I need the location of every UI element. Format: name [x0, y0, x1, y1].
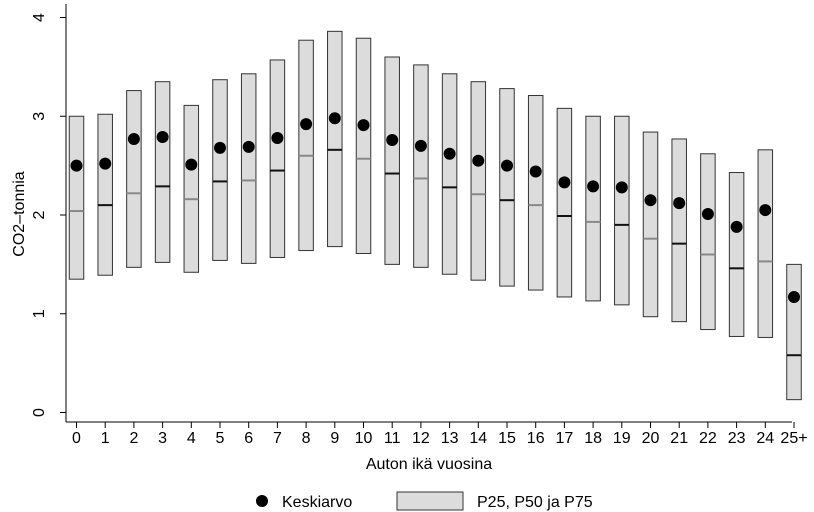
box-17 — [556, 107, 573, 298]
mean-point-21 — [673, 197, 686, 210]
x-tick-label-19: 19 — [613, 430, 631, 447]
x-tick-label-20: 20 — [642, 430, 660, 447]
mean-point-23 — [730, 220, 743, 233]
plot-area — [68, 30, 802, 401]
box-20 — [642, 131, 659, 318]
box-24 — [757, 149, 774, 338]
legend-box-label: P25, P50 ja P75 — [477, 494, 593, 511]
box-15 — [499, 88, 515, 287]
box-16 — [527, 95, 544, 291]
x-tick-label-8: 8 — [302, 430, 311, 447]
legend: Keskiarvo P25, P50 ja P75 — [256, 491, 593, 511]
box-25+ — [786, 263, 802, 401]
legend-mean-marker — [256, 495, 268, 507]
mean-point-4 — [185, 158, 198, 171]
x-tick-label-18: 18 — [584, 430, 602, 447]
mean-point-9 — [328, 112, 341, 125]
box-6 — [240, 73, 257, 264]
x-tick-label-9: 9 — [330, 430, 339, 447]
box-19 — [614, 115, 630, 306]
y-tick-label-4: 4 — [31, 13, 48, 22]
x-tick-label-2: 2 — [129, 430, 138, 447]
box-18 — [585, 115, 601, 302]
y-tick-label-3: 3 — [31, 112, 48, 121]
mean-point-18 — [587, 180, 600, 193]
y-axis: 0 1 2 3 4 — [31, 4, 67, 422]
mean-point-8 — [300, 118, 313, 131]
x-tick-label-0: 0 — [72, 430, 81, 447]
x-tick-label-16: 16 — [527, 430, 545, 447]
box-2 — [126, 90, 142, 268]
box-8 — [298, 39, 314, 252]
mean-point-22 — [701, 208, 714, 221]
y-tick-label-2: 2 — [31, 210, 48, 219]
mean-point-20 — [644, 194, 657, 207]
mean-point-1 — [99, 157, 112, 170]
mean-point-12 — [414, 139, 427, 152]
box-5 — [212, 79, 228, 261]
mean-point-11 — [386, 133, 399, 146]
x-axis: 0 1 2 3 4 5 6 7 8 9 10 11 12 13 14 15 16 17 18 19 20 21 22 23 24… — [66, 421, 808, 447]
x-tick-label-15: 15 — [498, 430, 516, 447]
box-13 — [441, 73, 458, 275]
x-tick-label-3: 3 — [158, 430, 167, 447]
mean-point-7 — [271, 131, 284, 144]
y-tick-label-0: 0 — [31, 408, 48, 417]
mean-point-13 — [443, 147, 456, 160]
mean-point-6 — [242, 140, 255, 153]
legend-mean-label: Keskiarvo — [282, 494, 352, 511]
x-tick-label-24: 24 — [756, 430, 774, 447]
mean-point-3 — [156, 130, 169, 143]
x-tick-label-23: 23 — [728, 430, 746, 447]
x-tick-label-1: 1 — [101, 430, 110, 447]
box-9 — [327, 30, 343, 248]
box-21 — [671, 138, 687, 323]
box-1 — [97, 113, 113, 276]
x-axis-title: Auton ikä vuosina — [366, 456, 492, 473]
mean-point-15 — [501, 159, 513, 172]
mean-point-10 — [357, 119, 370, 132]
x-tick-label-4: 4 — [187, 430, 196, 447]
x-tick-label-21: 21 — [670, 430, 688, 447]
box-10 — [355, 37, 372, 255]
x-tick-label-12: 12 — [412, 430, 430, 447]
mean-point-2 — [127, 132, 140, 145]
x-tick-label-7: 7 — [273, 430, 282, 447]
x-tick-label-22: 22 — [699, 430, 717, 447]
mean-point-14 — [472, 154, 485, 167]
mean-point-19 — [615, 181, 628, 194]
box-0 — [68, 115, 85, 280]
box-12 — [413, 64, 429, 268]
x-tick-label-10: 10 — [355, 430, 373, 447]
x-tick-label-13: 13 — [441, 430, 459, 447]
box-3 — [154, 81, 171, 263]
mean-point-17 — [558, 176, 571, 189]
box-23 — [728, 172, 745, 337]
box-7 — [269, 59, 286, 258]
box-14 — [470, 81, 487, 281]
x-tick-label-11: 11 — [384, 430, 401, 447]
x-tick-label-25+: 25+ — [780, 430, 807, 447]
mean-point-25+ — [788, 290, 800, 303]
x-tick-label-6: 6 — [244, 430, 253, 447]
mean-point-0 — [70, 159, 83, 172]
box-4 — [183, 104, 200, 273]
legend-box-swatch — [396, 491, 464, 511]
box-22 — [700, 153, 716, 331]
x-tick-label-5: 5 — [216, 430, 225, 447]
mean-point-16 — [529, 165, 542, 178]
mean-point-24 — [759, 204, 772, 217]
y-axis-title: CO2–tonnia — [11, 171, 28, 256]
box-11 — [384, 56, 400, 265]
y-tick-label-1: 1 — [31, 309, 48, 318]
x-tick-label-17: 17 — [556, 430, 574, 447]
x-tick-label-14: 14 — [469, 430, 487, 447]
mean-point-5 — [214, 141, 226, 154]
